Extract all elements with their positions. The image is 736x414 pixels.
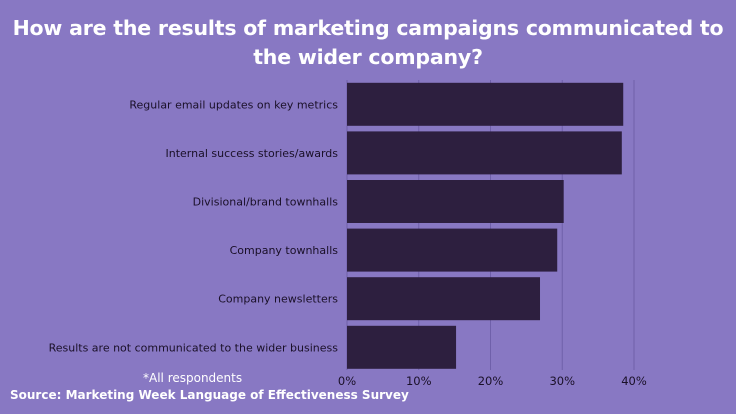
category-label: Divisional/brand townhalls — [193, 196, 339, 209]
category-label: Company townhalls — [230, 244, 339, 257]
bar-layer — [347, 82, 624, 369]
category-label: Company newsletters — [218, 293, 338, 306]
source-note: Source: Marketing Week Language of Effec… — [10, 388, 409, 402]
respondents-note: *All respondents — [143, 371, 243, 385]
category-label: Regular email updates on key metrics — [129, 98, 338, 111]
chart-title-line-2: the wider company? — [253, 45, 483, 69]
category-labels: Regular email updates on key metrics Inte… — [49, 98, 339, 354]
x-tick-label: 40% — [621, 374, 647, 388]
x-tick-label: 20% — [478, 374, 504, 388]
grid-layer — [346, 80, 635, 370]
category-label: Internal success stories/awards — [166, 147, 339, 160]
chart-title-line-1: How are the results of marketing campaig… — [12, 16, 724, 40]
bar — [347, 277, 541, 321]
bar — [347, 131, 622, 175]
category-label: Results are not communicated to the wide… — [49, 341, 339, 354]
x-tick-label: 0% — [338, 374, 356, 388]
bar — [347, 82, 624, 126]
x-tick-label: 30% — [549, 374, 575, 388]
bar — [347, 325, 457, 369]
bar — [347, 180, 564, 223]
x-tick-label: 10% — [406, 374, 432, 388]
chart-title: How are the results of marketing campaig… — [0, 14, 736, 72]
bar — [347, 228, 558, 272]
x-tick-labels: 0% 10% 20% 30% 40% — [338, 374, 647, 388]
